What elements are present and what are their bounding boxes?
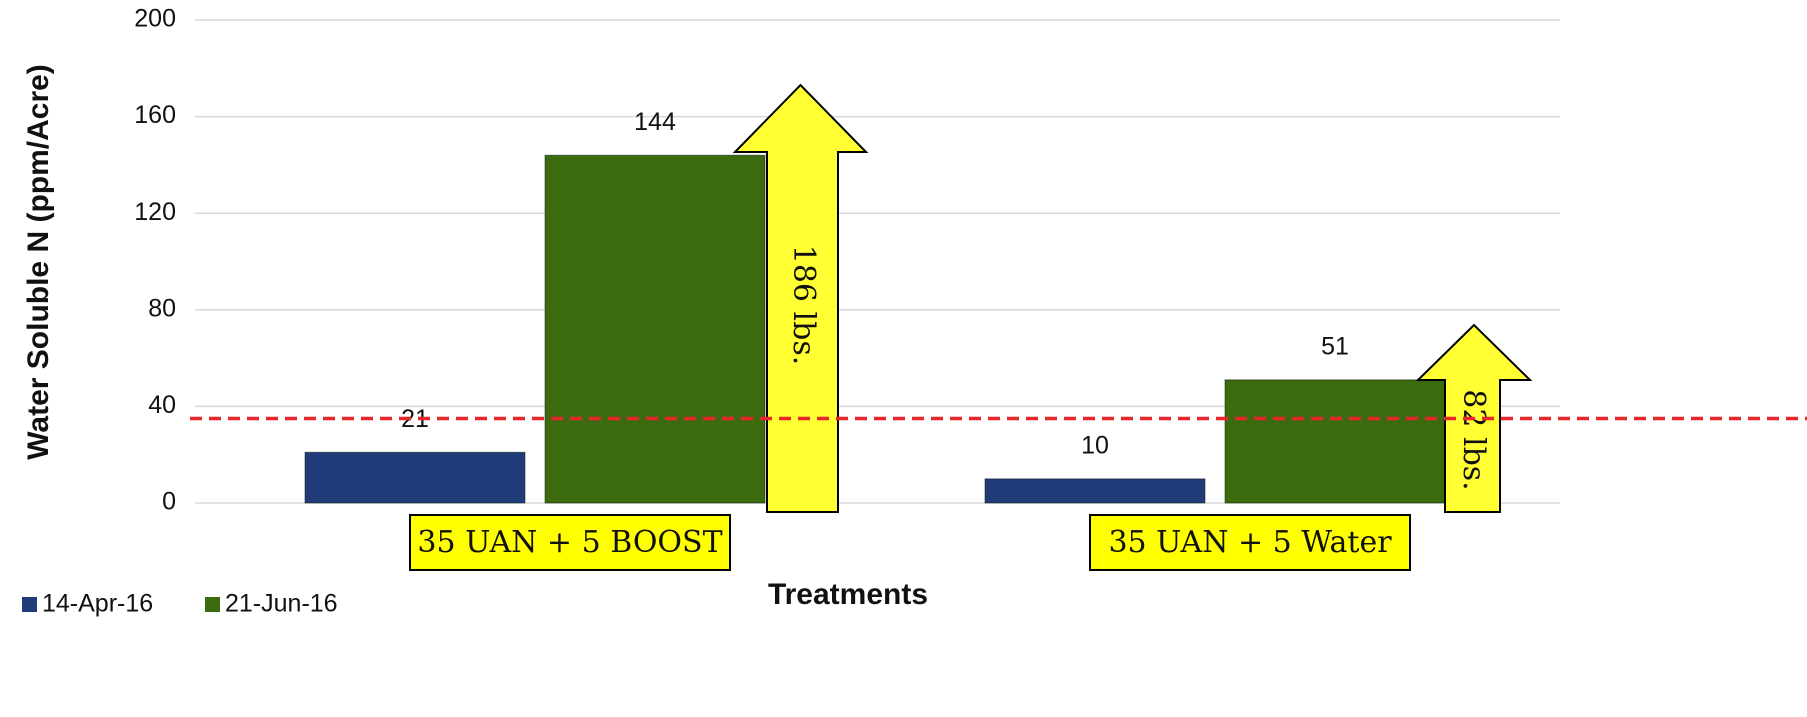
annotation: 82 lbs.	[1456, 389, 1491, 490]
y-axis-title: Water Soluble N (ppm/Acre)	[22, 64, 55, 460]
x-axis-title: Treatments	[768, 578, 928, 611]
legend-label: 14-Apr-16	[42, 590, 153, 618]
legend-swatch	[205, 597, 220, 612]
value-label: 144	[634, 108, 676, 136]
value-label: 10	[1081, 431, 1109, 459]
y-tick-label: 80	[148, 294, 176, 322]
arrow	[732, 83, 869, 513]
legend-label: 21-Jun-16	[225, 590, 338, 618]
category-box	[1089, 514, 1411, 571]
y-tick-label: 160	[134, 101, 176, 129]
y-tick-label: 0	[162, 488, 176, 516]
bar	[984, 478, 1206, 504]
bar	[1224, 379, 1446, 504]
category-box	[409, 514, 731, 571]
value-label: 51	[1321, 332, 1349, 360]
bar	[304, 451, 526, 504]
annotation: 186 lbs.	[786, 245, 821, 366]
y-tick-label: 40	[148, 391, 176, 419]
y-tick-label: 120	[134, 198, 176, 226]
x-tick-label: 35 UAN + 5 Water	[1108, 525, 1392, 560]
x-tick-label: 35 UAN + 5 BOOST	[417, 525, 722, 560]
bar	[544, 154, 766, 504]
y-tick-label: 200	[134, 5, 176, 33]
legend-swatch	[22, 597, 37, 612]
